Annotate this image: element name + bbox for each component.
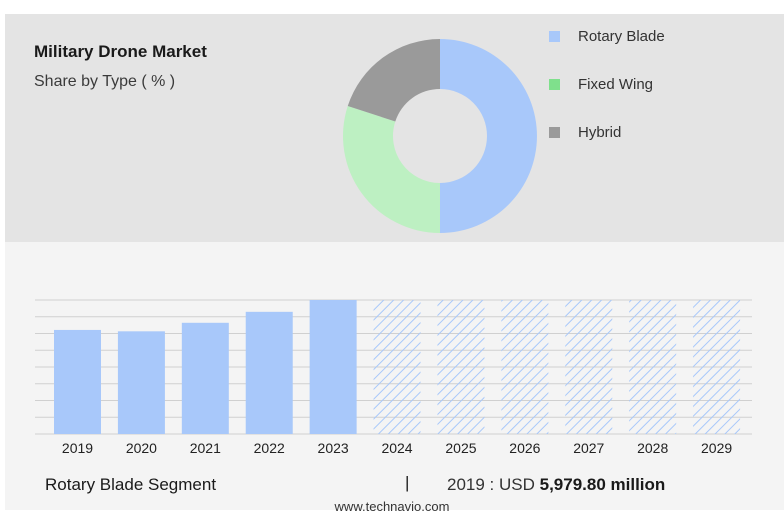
- bar-2023[interactable]: [309, 300, 357, 434]
- source-watermark[interactable]: www.technavio.com: [334, 499, 450, 514]
- x-tick-label-2023: 2023: [318, 440, 349, 456]
- donut-chart: [343, 39, 537, 233]
- x-tick-label-2026: 2026: [509, 440, 540, 456]
- bar-2022[interactable]: [245, 311, 293, 434]
- x-tick-label-2019: 2019: [62, 440, 93, 456]
- x-tick-label-2029: 2029: [701, 440, 732, 456]
- bar-2025[interactable]: [437, 300, 485, 434]
- legend-swatch-fixed-wing: [549, 78, 560, 90]
- x-tick-label-2024: 2024: [381, 440, 412, 456]
- value-prefix: 2019 : USD: [447, 475, 535, 494]
- value-amount: 5,979.80 million: [539, 475, 666, 494]
- footer-separator: |: [405, 473, 410, 492]
- segment-value: 2019 : USD 5,979.80 million: [447, 475, 665, 495]
- chart-subtitle: Share by Type ( % ): [34, 73, 176, 90]
- legend-item-fixed-wing[interactable]: Fixed Wing: [549, 74, 665, 94]
- legend-swatch-hybrid: [549, 126, 560, 138]
- bar-2028[interactable]: [629, 300, 677, 434]
- donut-slice-fixed-wing[interactable]: [343, 106, 440, 233]
- legend-label: Hybrid: [578, 123, 622, 141]
- bar-2027[interactable]: [565, 300, 613, 434]
- bar-2024[interactable]: [373, 300, 421, 434]
- legend: Rotary Blade Fixed Wing Hybrid: [549, 26, 665, 170]
- bar-2021[interactable]: [181, 322, 229, 434]
- bar-chart: 2019 2020 2021 2022 2023 2024 2025 2026 2027 2028…: [35, 299, 752, 456]
- legend-item-hybrid[interactable]: Hybrid: [549, 122, 665, 142]
- chart-title: Military Drone Market: [34, 42, 207, 61]
- x-tick-label-2027: 2027: [573, 440, 604, 456]
- segment-label: Rotary Blade Segment: [45, 475, 217, 494]
- x-tick-label-2021: 2021: [190, 440, 221, 456]
- legend-label: Rotary Blade: [578, 27, 665, 45]
- legend-label: Fixed Wing: [578, 75, 654, 93]
- legend-swatch-rotary-blade: [549, 30, 560, 42]
- bar-2020[interactable]: [117, 331, 165, 434]
- bar-2026[interactable]: [501, 300, 549, 434]
- donut-slice-hybrid[interactable]: [347, 39, 440, 122]
- legend-item-rotary-blade[interactable]: Rotary Blade: [549, 26, 665, 46]
- bar-2019[interactable]: [54, 329, 101, 434]
- x-tick-label-2025: 2025: [445, 440, 476, 456]
- bar-2029[interactable]: [693, 300, 741, 434]
- x-tick-label-2028: 2028: [637, 440, 668, 456]
- x-tick-label-2020: 2020: [126, 440, 157, 456]
- donut-slice-rotary-blade[interactable]: [440, 39, 537, 233]
- x-tick-label-2022: 2022: [254, 440, 285, 456]
